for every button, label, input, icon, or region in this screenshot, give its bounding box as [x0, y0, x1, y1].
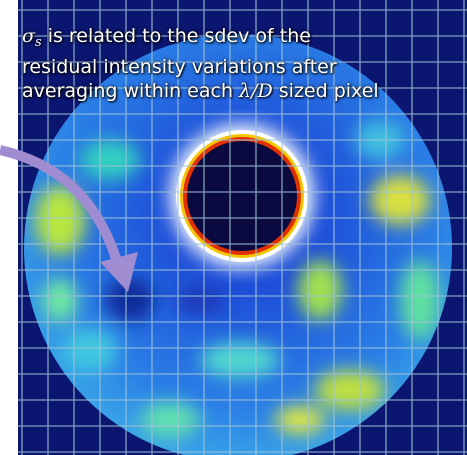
pixel-grid: [18, 0, 467, 455]
caption-text: sized pixel: [272, 80, 379, 102]
arrow-head: [100, 252, 138, 292]
caption-text: λ/D: [239, 80, 273, 102]
caption-line: averaging within each λ/D sized pixel: [22, 79, 379, 103]
caption-text: s: [34, 35, 42, 50]
dark-hole: [187, 141, 297, 251]
caption-text: σ: [22, 25, 35, 47]
caption-line: residual intensity variations after: [22, 55, 379, 79]
caption-text: averaging within each: [22, 80, 240, 102]
caption: σs is related to the sdev of the residual…: [22, 24, 379, 103]
caption-text: residual intensity variations after: [22, 56, 337, 78]
caption-line: σs is related to the sdev of the: [22, 24, 379, 55]
arrow: [0, 145, 123, 267]
caption-text: is related to the sdev of the: [41, 25, 311, 47]
